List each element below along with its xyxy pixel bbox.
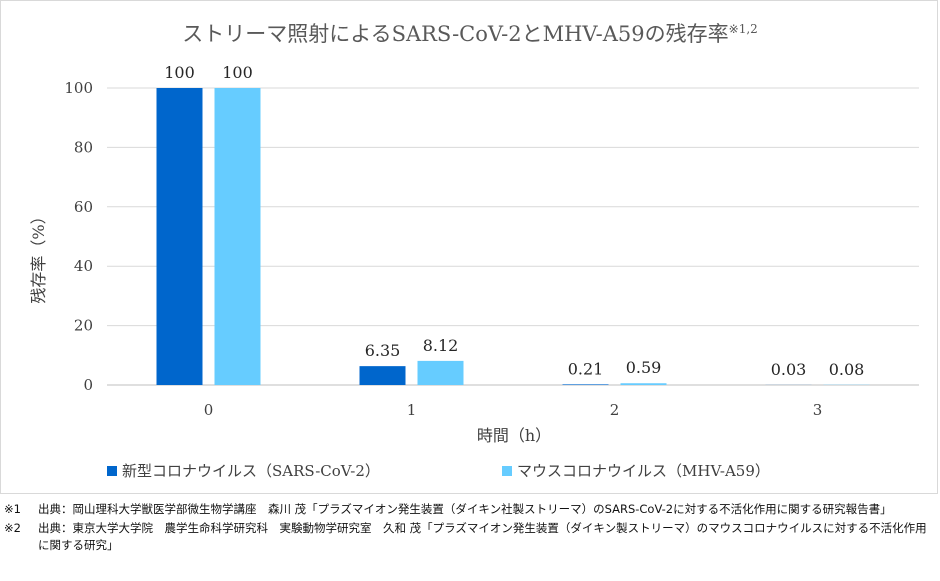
chart-title-superscript: ※1,2 xyxy=(729,22,758,36)
data-label: 100 xyxy=(164,63,195,82)
footnote-2: ※2 出典：東京大学大学院 農学生命科学研究科 実験動物学研究室 久和 茂「プラ… xyxy=(4,520,934,554)
footnote-1-text: 出典：岡山理科大学獣医学部微生物学講座 森川 茂「プラズマイオン発生装置（ダイキ… xyxy=(38,502,892,516)
x-tick-label: 2 xyxy=(610,401,620,419)
chart-title-text: ストリーマ照射によるSARS-CoV-2とMHV-A59の残存率 xyxy=(182,22,728,46)
y-tick-label: 80 xyxy=(74,138,93,156)
data-label: 8.12 xyxy=(423,336,459,355)
data-label: 0.03 xyxy=(771,360,807,379)
data-label: 6.35 xyxy=(365,341,401,360)
footnote-1-mark: ※1 xyxy=(4,502,21,516)
chart-title: ストリーマ照射によるSARS-CoV-2とMHV-A59の残存率※1,2 xyxy=(182,22,758,46)
x-tick-label: 1 xyxy=(407,401,417,419)
legend-item-sars: 新型コロナウイルス（SARS-CoV-2） xyxy=(107,460,380,481)
bar-chart: ストリーマ照射によるSARS-CoV-2とMHV-A59の残存率※1,2 020… xyxy=(29,22,919,445)
x-axis-label: 時間（h） xyxy=(477,426,551,445)
footnote-1: ※1 出典：岡山理科大学獣医学部微生物学講座 森川 茂「プラズマイオン発生装置（… xyxy=(4,501,934,518)
chart-area: ストリーマ照射によるSARS-CoV-2とMHV-A59の残存率※1,2 0 20… xyxy=(0,0,938,494)
y-tick-label: 20 xyxy=(74,317,93,335)
y-axis-label: 残存率（%） xyxy=(29,208,48,303)
y-tick-label: 60 xyxy=(74,198,93,216)
data-label: 0.59 xyxy=(626,358,662,377)
data-label: 0.08 xyxy=(829,360,865,379)
footnote-2-mark: ※2 xyxy=(4,521,21,535)
bar-sars-1 xyxy=(359,366,406,385)
bar-sars-0 xyxy=(156,88,203,385)
bar-mhv-1 xyxy=(417,360,464,385)
legend-label-sars: 新型コロナウイルス（SARS-CoV-2） xyxy=(122,462,380,480)
bar-mhv-0 xyxy=(214,88,261,385)
y-tick-label: 0 xyxy=(83,376,93,394)
bar-sars-2 xyxy=(562,384,609,385)
legend-item-mhv: マウスコロナウイルス（MHV-A59） xyxy=(502,460,770,481)
x-tick-label: 3 xyxy=(813,401,823,419)
legend-swatch-mhv xyxy=(502,465,512,476)
x-tick-label: 0 xyxy=(204,401,214,419)
bar-mhv-2 xyxy=(620,383,667,385)
legend-swatch-sars xyxy=(107,465,117,476)
y-tick-label: 40 xyxy=(74,257,93,275)
data-label: 100 xyxy=(222,63,253,82)
y-tick-label: 100 xyxy=(64,79,93,97)
data-label: 0.21 xyxy=(568,359,604,378)
footnote-2-text: 出典：東京大学大学院 農学生命科学研究科 実験動物学研究室 久和 茂「プラズマイ… xyxy=(38,521,927,552)
legend-label-mhv: マウスコロナウイルス（MHV-A59） xyxy=(517,462,770,480)
legend: 新型コロナウイルス（SARS-CoV-2） マウスコロナウイルス（MHV-A59… xyxy=(1,460,939,484)
footnotes: ※1 出典：岡山理科大学獣医学部微生物学講座 森川 茂「プラズマイオン発生装置（… xyxy=(4,501,934,556)
